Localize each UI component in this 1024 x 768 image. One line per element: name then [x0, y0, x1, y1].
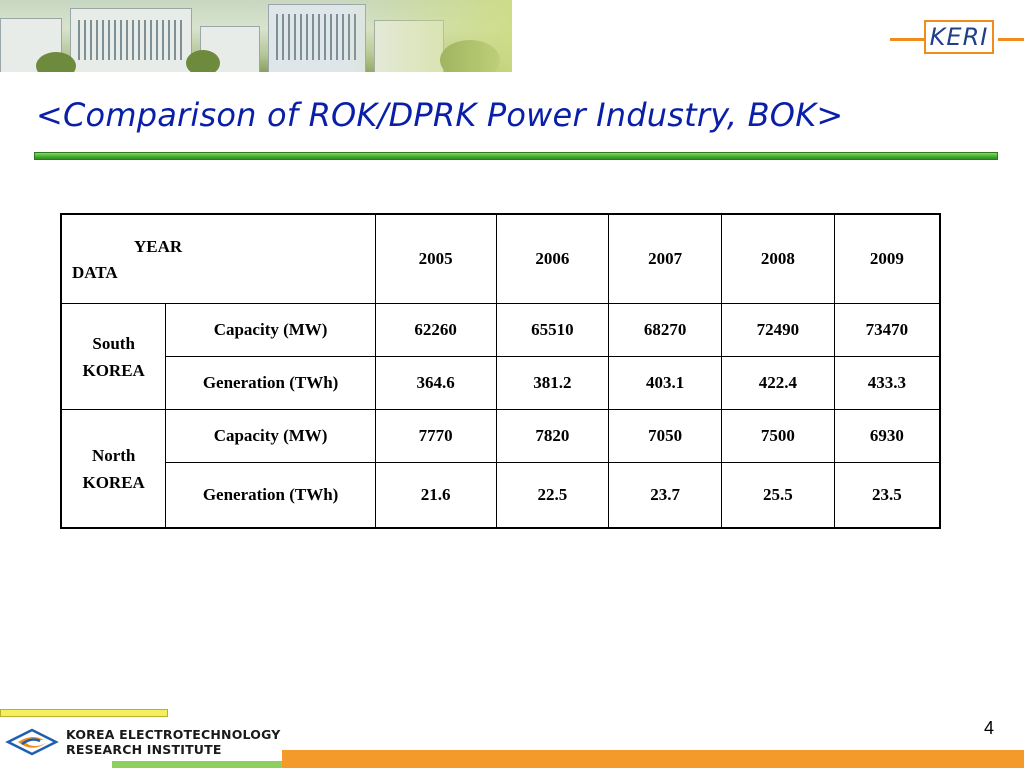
- table-row: North KOREA Capacity (MW) 7770 7820 7050…: [60, 409, 941, 529]
- value-cell: 433.3: [833, 356, 941, 410]
- year-header: 2007: [608, 213, 722, 304]
- year-header: 2006: [495, 213, 610, 304]
- table-row: Generation (TWh) 21.6 22.5 23.7 25.5 23.…: [61, 462, 941, 529]
- institute-logo: KOREA ELECTROTECHNOLOGY RESEARCH INSTITU…: [0, 723, 282, 761]
- value-cell: 422.4: [720, 356, 835, 410]
- footer-yellow-bar: [0, 709, 168, 717]
- country-name-line: South: [92, 333, 135, 353]
- value-cell: 73470: [833, 303, 941, 357]
- value-cell: 65510: [495, 303, 610, 357]
- value-cell: 381.2: [495, 356, 610, 410]
- country-cell-north-korea: North KOREA: [60, 409, 167, 529]
- year-header: 2008: [720, 213, 835, 304]
- metric-label: Capacity (MW): [165, 303, 376, 357]
- value-cell: 7500: [720, 409, 835, 463]
- value-cell: 25.5: [720, 462, 835, 529]
- value-cell: 7820: [495, 409, 610, 463]
- value-cell: 7050: [608, 409, 722, 463]
- institute-name-line2: RESEARCH INSTITUTE: [66, 742, 222, 757]
- page-number: 4: [984, 718, 995, 738]
- value-cell: 62260: [374, 303, 497, 357]
- country-cell-south-korea: South KOREA: [60, 303, 167, 410]
- value-cell: 403.1: [608, 356, 722, 410]
- country-name-line: KOREA: [82, 472, 145, 492]
- institute-name-line1: KOREA ELECTROTECHNOLOGY: [66, 727, 281, 742]
- header-banner-photo: [0, 0, 512, 72]
- power-industry-table: YEAR DATA 2005 2006 2007 2008 2009 South…: [60, 213, 941, 529]
- value-cell: 68270: [608, 303, 722, 357]
- value-cell: 23.7: [608, 462, 722, 529]
- value-cell: 21.6: [374, 462, 497, 529]
- metric-label: Capacity (MW): [165, 409, 376, 463]
- title-underline-bar: [34, 152, 998, 160]
- table-header-row: YEAR DATA 2005 2006 2007 2008 2009: [60, 213, 941, 304]
- table-row: South KOREA Capacity (MW) 62260 65510 68…: [60, 303, 941, 410]
- value-cell: 7770: [374, 409, 497, 463]
- country-name-line: North: [91, 445, 136, 465]
- value-cell: 23.5: [833, 462, 941, 529]
- value-cell: 22.5: [495, 462, 610, 529]
- corner-header-cell: YEAR DATA: [60, 213, 376, 304]
- keri-logo: KERI: [890, 18, 1024, 58]
- value-cell: 364.6: [374, 356, 497, 410]
- table-row: Generation (TWh) 364.6 381.2 403.1 422.4…: [61, 356, 941, 410]
- year-header: 2005: [374, 213, 497, 304]
- metric-label: Generation (TWh): [165, 462, 376, 529]
- footer-green-bar: [112, 760, 284, 768]
- institute-emblem-icon: [5, 728, 59, 756]
- footer-orange-bar: [282, 750, 1024, 768]
- data-label: DATA: [72, 263, 118, 282]
- slide-title: <Comparison of ROK/DPRK Power Industry, …: [36, 96, 844, 134]
- year-header: 2009: [833, 213, 941, 304]
- year-label: YEAR: [134, 237, 183, 256]
- country-name-line: KOREA: [82, 360, 145, 380]
- keri-logo-text: KERI: [924, 20, 994, 54]
- value-cell: 6930: [833, 409, 941, 463]
- metric-label: Generation (TWh): [165, 356, 376, 410]
- value-cell: 72490: [720, 303, 835, 357]
